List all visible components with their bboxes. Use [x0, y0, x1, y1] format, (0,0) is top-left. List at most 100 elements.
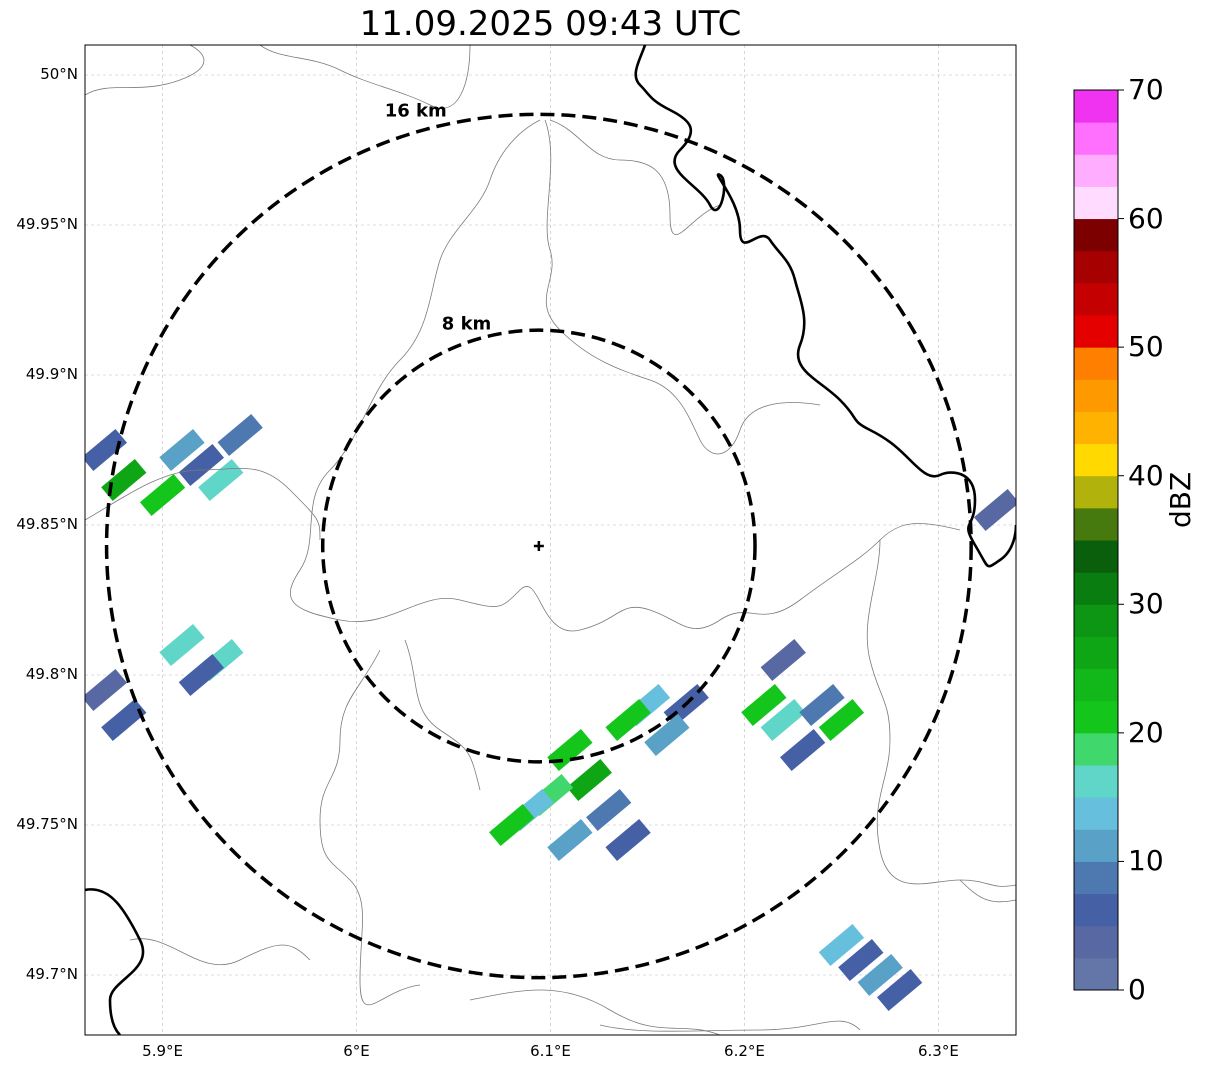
radar-echo-cell [780, 728, 826, 772]
colorbar-segment [1074, 379, 1118, 412]
colorbar-label: dBZ [1164, 471, 1197, 528]
radar-echo-cell [586, 788, 632, 832]
radar-echo-cell [973, 488, 1016, 532]
radar-echo-cell [605, 698, 651, 742]
map-title: 11.09.2025 09:43 UTC [359, 4, 742, 44]
y-tick-label: 49.95°N [16, 215, 78, 233]
country-border [85, 45, 1016, 1035]
plus-marker-icon [533, 541, 544, 551]
colorbar-segment [1074, 636, 1118, 670]
y-tick-label: 50°N [40, 65, 78, 83]
colorbar-segment [1074, 797, 1118, 830]
colorbar-tick-label: 60 [1128, 201, 1164, 235]
range-ring-label: 8 km [442, 313, 492, 334]
border-line [404, 639, 481, 791]
radar-echo-cell [857, 953, 903, 997]
radar-echo-cell [760, 638, 806, 682]
radar-echo-cell [217, 413, 263, 457]
x-tick-label: 6°E [343, 1042, 370, 1060]
axes-frame [84, 44, 1017, 1036]
radar-echo-cell [760, 698, 806, 742]
colorbar-segment [1074, 732, 1118, 766]
radar-echo-cell [605, 818, 651, 862]
radar-echo-cell [818, 923, 865, 967]
radar-echo-cell [547, 818, 593, 862]
x-tick-label: 6.3°E [917, 1042, 959, 1060]
colorbar-frame [1073, 89, 1119, 991]
radar-echo-cell [547, 728, 593, 772]
colorbar-segment [1074, 957, 1118, 991]
y-tick-label: 49.9°N [25, 365, 78, 383]
radar-echo-cell [818, 698, 865, 742]
border-lines [85, 45, 1016, 1035]
radar-echo-cell [489, 803, 535, 847]
colorbar-segment [1074, 122, 1118, 155]
radar-echo-cell [139, 473, 186, 517]
range-ring-16km [104, 112, 973, 980]
x-tick-label: 5.9°E [142, 1042, 183, 1060]
colorbar-segment [1074, 90, 1118, 123]
border-line [129, 938, 311, 966]
radar-echo-cell [566, 758, 612, 802]
colorbar-segment [1074, 861, 1118, 895]
colorbar-segment [1074, 443, 1118, 477]
gridlines [85, 45, 1016, 1035]
radar-echo-cell [85, 668, 128, 712]
border-line [290, 119, 961, 632]
colorbar [1073, 89, 1124, 991]
colorbar-tick-label: 50 [1128, 330, 1164, 364]
colorbar-segment [1074, 668, 1118, 702]
colorbar-segment [1074, 765, 1118, 798]
x-tick-label: 6.2°E [724, 1042, 765, 1060]
radar-echo-cell [85, 428, 128, 472]
y-tick-label: 49.7°N [25, 965, 78, 983]
range-ring-label: 16 km [385, 101, 447, 122]
colorbar-segment [1074, 282, 1118, 316]
radar-echo-cell [876, 968, 923, 1012]
radar-echo-cell [159, 623, 205, 667]
colorbar-segment [1074, 154, 1118, 187]
colorbar-segment [1074, 893, 1118, 927]
colorbar-segment [1074, 186, 1118, 220]
border-line [85, 45, 205, 96]
colorbar-segment [1074, 507, 1118, 541]
colorbar-segment [1074, 347, 1118, 380]
border-line [469, 989, 721, 1035]
colorbar-segment [1074, 540, 1118, 573]
colorbar-segment [1074, 604, 1118, 637]
border-line [866, 539, 1016, 887]
border-line [319, 649, 421, 1006]
colorbar-tick-label: 10 [1128, 844, 1164, 878]
colorbar-segment [1074, 218, 1118, 252]
colorbar-segment [1074, 411, 1118, 445]
colorbar-segment [1074, 250, 1118, 284]
border-line [549, 119, 721, 236]
radar-echo-cell [644, 713, 690, 757]
radar-echo-cell [178, 653, 225, 697]
colorbar-segment [1074, 700, 1118, 734]
colorbar-segment [1074, 572, 1118, 605]
border-line [599, 1020, 861, 1032]
border-line [85, 468, 321, 541]
colorbar-tick-label: 70 [1128, 73, 1164, 106]
y-tick-label: 49.8°N [25, 665, 78, 683]
border-line [959, 879, 1016, 903]
colorbar-tick-label: 40 [1128, 458, 1164, 492]
colorbar-tick-label: 30 [1128, 587, 1164, 621]
colorbar-segment [1074, 925, 1118, 959]
border-line [544, 119, 821, 455]
radar-echo-cell [101, 458, 147, 502]
country-border-line [85, 888, 145, 1035]
radar-echo-cell [159, 428, 205, 472]
colorbar-segment [1074, 829, 1118, 862]
colorbar-segment [1074, 315, 1118, 348]
radar-echo-cell [198, 458, 244, 502]
y-tick-label: 49.75°N [16, 815, 78, 833]
colorbar-segment [1074, 475, 1118, 509]
border-line [259, 45, 471, 109]
radar-echoes [85, 413, 1016, 1012]
radar-echo-cell [799, 683, 845, 727]
radar-echo-cell [741, 683, 787, 727]
radar-echo-cell [838, 938, 884, 982]
